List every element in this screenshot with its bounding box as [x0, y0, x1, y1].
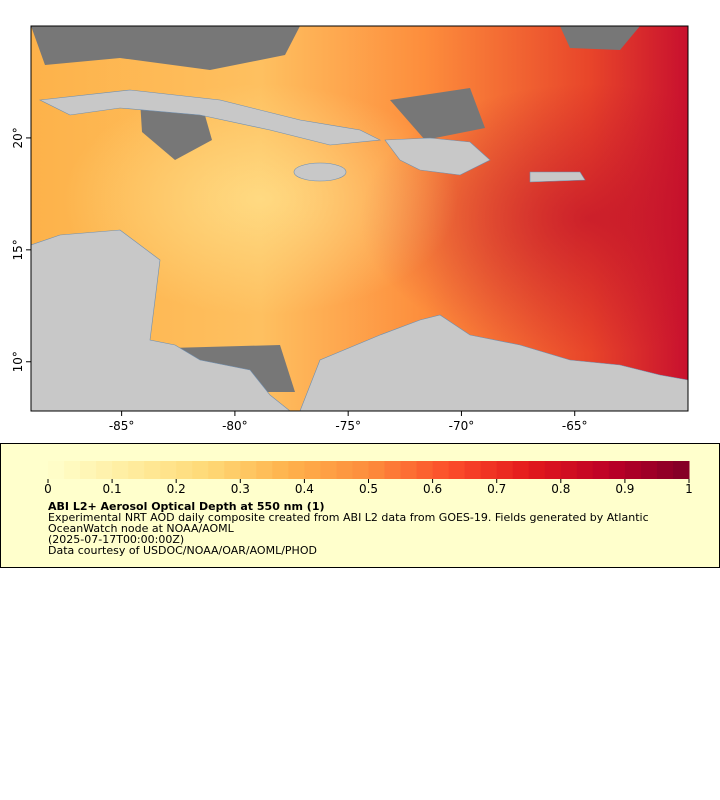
colorbar-segment — [432, 461, 450, 479]
cloud-mask — [31, 26, 640, 392]
x-tick-label: -75° — [335, 419, 361, 433]
colorbar-segment — [48, 461, 65, 479]
colorbar-segment — [672, 461, 690, 479]
colorbar-segment — [608, 461, 626, 479]
x-tick-label: -85° — [109, 419, 135, 433]
colorbar-segment — [384, 461, 402, 479]
colorbar-segment — [624, 461, 642, 479]
colorbar-segment — [208, 461, 225, 479]
colorbar-segment — [240, 461, 257, 479]
colorbar-tick-label: 1 — [685, 482, 693, 496]
colorbar-segment — [96, 461, 113, 479]
colorbar-tick-label: 0.8 — [551, 482, 570, 496]
colorbar-segment — [464, 461, 482, 479]
y-tick-label: 15° — [11, 239, 25, 260]
map-frame — [30, 25, 689, 412]
legend-text: ABI L2+ Aerosol Optical Depth at 550 nm … — [48, 501, 688, 556]
colorbar-segment — [512, 461, 530, 479]
colorbar-segment — [80, 461, 97, 479]
colorbar-segment — [496, 461, 514, 479]
colorbar-tick-label: 0.9 — [615, 482, 634, 496]
colorbar-segment — [544, 461, 562, 479]
colorbar-tick-label: 0.2 — [167, 482, 186, 496]
x-tick-label: -80° — [222, 419, 248, 433]
colorbar-segment — [288, 461, 305, 479]
colorbar-segment — [256, 461, 273, 479]
colorbar-segment — [224, 461, 241, 479]
colorbar-segment — [448, 461, 466, 479]
colorbar-tick-label: 0.1 — [103, 482, 122, 496]
colorbar-segment — [592, 461, 610, 479]
colorbar-segment — [400, 461, 418, 479]
y-tick-label: 20° — [11, 127, 25, 148]
colorbar-segment — [640, 461, 658, 479]
colorbar-segment — [112, 461, 129, 479]
colorbar-segment — [128, 461, 145, 479]
y-tick-label: 10° — [11, 351, 25, 372]
colorbar-segment — [528, 461, 546, 479]
colorbar-segment — [656, 461, 674, 479]
map: -85° -80° -75° -70° -65° 10° 15° 20° — [11, 25, 689, 433]
colorbar-segment — [64, 461, 81, 479]
legend-line: (2025-07-17T00:00:00Z) — [48, 533, 185, 546]
colorbar-segment — [144, 461, 161, 479]
colorbar-segment — [336, 461, 353, 479]
colorbar-segment — [416, 461, 434, 479]
x-tick-label: -65° — [562, 419, 588, 433]
colorbar-segment — [480, 461, 498, 479]
colorbar-tick-label: 0.3 — [231, 482, 250, 496]
colorbar-segment — [320, 461, 337, 479]
colorbar-segment — [368, 461, 386, 479]
colorbar-segment — [272, 461, 289, 479]
colorbar-tick-label: 0 — [44, 482, 52, 496]
colorbar-tick-label: 0.6 — [423, 482, 442, 496]
colorbar-segment — [176, 461, 193, 479]
legend: 0 0.1 0.2 0.3 0.4 0.5 0.6 0.7 0.8 0.9 1 ABI L2+ Ae… — [0, 443, 720, 568]
colorbar-tick-label: 0.5 — [359, 482, 378, 496]
colorbar-segment — [560, 461, 578, 479]
colorbar: 0 0.1 0.2 0.3 0.4 0.5 0.6 0.7 0.8 0.9 1 — [44, 461, 693, 496]
legend-title: ABI L2+ Aerosol Optical Depth at 550 nm … — [48, 500, 325, 513]
colorbar-segment — [576, 461, 594, 479]
colorbar-segment — [304, 461, 321, 479]
land — [31, 89, 688, 411]
colorbar-tick-label: 0.7 — [487, 482, 506, 496]
colorbar-tick-label: 0.4 — [295, 482, 314, 496]
map-image — [31, 26, 688, 411]
colorbar-segment — [352, 461, 369, 479]
legend-line: Experimental NRT AOD daily composite cre… — [48, 511, 649, 535]
legend-line: Data courtesy of USDOC/NOAA/OAR/AOML/PHO… — [48, 544, 317, 557]
colorbar-segment — [192, 461, 209, 479]
colorbar-segment — [160, 461, 177, 479]
x-tick-label: -70° — [449, 419, 475, 433]
